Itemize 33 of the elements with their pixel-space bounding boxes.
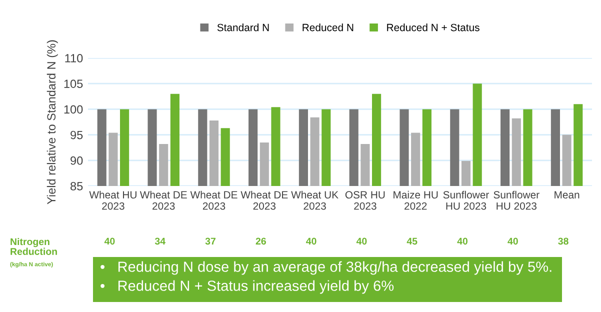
- y-tick-label: 95: [70, 130, 83, 140]
- x-tick-label: Wheat UK 2023: [291, 190, 338, 210]
- text: Nitrogen Reduction: [10, 238, 57, 255]
- x-tick-label: Wheat DE 2023: [240, 190, 288, 210]
- y-tick-label: 100: [64, 105, 83, 114]
- legend-label: Reduced N + Status: [387, 24, 480, 32]
- x-tick-label: Sunflower HU 2023: [443, 190, 489, 210]
- legend-label: Standard N: [217, 24, 269, 32]
- text: 40: [508, 238, 518, 245]
- y-axis-title: Yield relative to Standard N (%): [46, 40, 58, 204]
- x-tick-label: OSR HU 2023: [345, 191, 385, 210]
- text: • Reduced N + Status increased yield by 6%: [100, 280, 394, 294]
- legend-label: Reduced N: [302, 24, 354, 32]
- text: 26: [256, 238, 266, 245]
- text: 45: [406, 238, 418, 245]
- y-tick-label: 110: [65, 54, 83, 62]
- x-tick-label: Wheat DE 2023: [190, 190, 238, 210]
- y-tick-label: 105: [64, 80, 83, 88]
- text: 34: [154, 238, 166, 245]
- text: 40: [457, 238, 468, 245]
- x-tick-label: Mean: [554, 191, 580, 199]
- x-tick-label: Wheat DE 2023: [140, 190, 187, 210]
- y-tick-label: 90: [70, 156, 83, 165]
- text: • Reducing N dose by an average of 38kg/ha decreased yield by 5%.: [100, 261, 552, 275]
- text: 40: [356, 238, 367, 245]
- x-tick-label: Maize HU 2022: [394, 190, 438, 210]
- text: 40: [104, 238, 115, 245]
- y-tick-label: 85: [70, 182, 83, 190]
- x-tick-label: Sunflower HU 2023: [494, 190, 540, 210]
- text: 37: [205, 238, 216, 245]
- x-tick-label: Wheat HU 2023: [89, 190, 136, 210]
- text: 40: [306, 238, 316, 245]
- text: 38: [558, 238, 568, 245]
